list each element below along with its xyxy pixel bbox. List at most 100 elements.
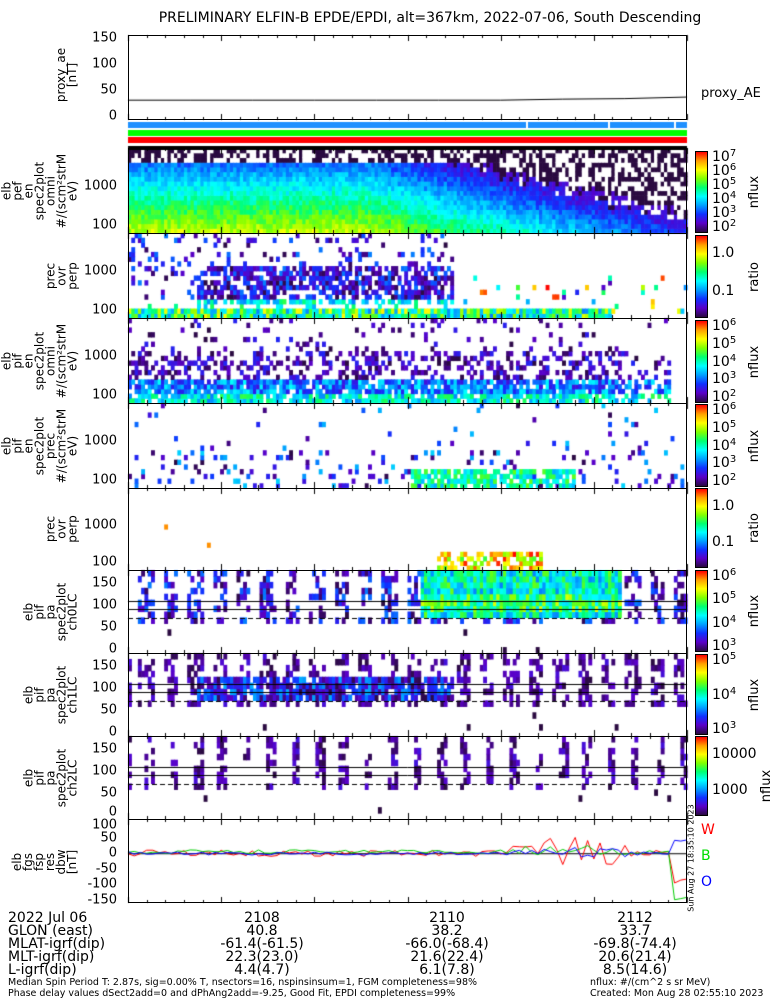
colorbar — [695, 654, 708, 735]
fgs-legend-B: B — [701, 848, 711, 864]
ytick-label: 0 — [108, 804, 117, 820]
colorbar-tick-exp: 4 — [729, 190, 737, 201]
ytick-label: 150 — [92, 741, 117, 757]
colorbar-unit-label: ratio — [747, 261, 762, 292]
ytick-label: 1000 — [83, 348, 117, 364]
spectrogram-panel — [128, 570, 687, 654]
colorbar-tick-exp: 3 — [729, 637, 737, 648]
ylabel-line: #/(scm²strMeV) — [54, 153, 79, 228]
colorbar-tick-base: 0.1 — [712, 283, 735, 300]
ytick-label: 0 — [108, 641, 117, 657]
colorbar-tick-exp: 4 — [729, 352, 737, 364]
proxy-ae-panel — [128, 35, 687, 120]
colorbar-unit-label: nflux — [747, 175, 762, 209]
colorbar-tick-base: 10 — [712, 591, 730, 608]
colorbar-tick-exp: 3 — [729, 454, 737, 466]
ephemeris-value: -66.0(-68.4) — [405, 936, 489, 952]
ephemeris-value: 40.8 — [246, 923, 278, 939]
ytick-label: 50 — [100, 785, 117, 801]
footer-units: nflux: #/(cm^2 s sr MeV) — [590, 977, 711, 988]
colorbar-tick-base: 10 — [712, 318, 730, 334]
colorbar-tick-base: 10000 — [712, 745, 757, 762]
colorbar-tick: 105 — [712, 652, 736, 668]
colorbar-tick-base: 10 — [712, 638, 730, 654]
ytick-label: 150 — [92, 575, 117, 591]
colorbar-tick-exp: 7 — [729, 148, 737, 159]
colorbar-tick: 105 — [712, 419, 736, 435]
ephemeris-value: 38.2 — [431, 923, 463, 939]
panel-ylabel: elb pif pa spec2plot ch2LC — [21, 748, 79, 806]
spectrogram-panel — [128, 318, 687, 404]
ytick-label: 1000 — [83, 178, 117, 194]
ylabel-line: perp — [65, 515, 79, 543]
colorbar — [695, 404, 708, 487]
ytick-label: 50 — [100, 82, 117, 98]
colorbar-tick: 1000 — [712, 783, 748, 797]
colorbar-tick: 106 — [712, 401, 737, 418]
ytick-label: 50 — [100, 702, 117, 718]
ephemeris-value: 8.5(14.6) — [602, 962, 668, 978]
ephemeris-value: 33.7 — [619, 923, 651, 939]
ephemeris-label: 2022 Jul 06 — [8, 910, 88, 926]
colorbar-tick-exp: 4 — [729, 436, 737, 448]
colorbar-tick-base: 1.0 — [712, 245, 735, 262]
colorbar-tick-base: 10 — [712, 205, 730, 221]
colorbar-tick: 106 — [712, 568, 736, 584]
footer-line2: Phase delay values dSect2add=0 and dPhAn… — [8, 988, 456, 999]
colorbar-tick: 104 — [712, 190, 737, 207]
ylabel-line: ch1LC — [65, 676, 79, 713]
ylabel-line: [nT] — [65, 62, 79, 88]
colorbar-tick-exp: 4 — [729, 685, 737, 697]
fgs-legend-W: W — [701, 822, 715, 838]
ephemeris-label: GLON (east) — [8, 923, 93, 939]
fgs-panel — [128, 819, 687, 903]
ytick-label: 100 — [92, 680, 117, 696]
ytick-label: 100 — [92, 302, 117, 318]
colorbar-tick-base: 10 — [712, 177, 730, 193]
colorbar-tick: 0.1 — [712, 283, 735, 300]
colorbar-tick-base: 10 — [712, 652, 730, 668]
colorbar-tick: 105 — [712, 591, 736, 608]
ephemeris-label: L-igrf(dip) — [8, 962, 77, 978]
colorbar-tick-exp: 2 — [729, 218, 737, 229]
ylabel-line: #/(scm²strMeV) — [54, 323, 79, 398]
panel-ylabel: elb pif en spec2plot prec #/(scm²strMeV) — [0, 406, 79, 486]
ytick-label: 100 — [92, 387, 117, 403]
ytick-label: 100 — [92, 56, 117, 72]
colorbar-tick: 103 — [712, 205, 736, 221]
colorbar-tick: 105 — [712, 335, 736, 351]
ytick-label: 50 — [100, 619, 117, 635]
colorbar-tick-exp: 6 — [729, 162, 737, 173]
footer-created: Created: Mon Aug 28 02:55:10 2023 — [590, 988, 764, 999]
colorbar-tick-base: 1.0 — [712, 497, 735, 514]
ephemeris-label: MLT-igrf(dip) — [8, 949, 95, 965]
colorbar-tick: 0.1 — [712, 535, 734, 549]
colorbar-tick: 103 — [712, 371, 736, 387]
fgs-legend-O: O — [701, 874, 713, 890]
colorbar — [695, 151, 708, 233]
ytick-label: -150 — [87, 892, 117, 908]
colorbar-tick-base: 10 — [712, 721, 730, 737]
panel-ylabel: elb pif pa spec2plot ch0LC — [21, 582, 79, 640]
colorbar-unit-label: nflux — [747, 345, 762, 378]
ylabel-line: ch2LC — [65, 759, 79, 796]
colorbar-tick: 103 — [712, 721, 736, 737]
panel-ylabel: prec ovr perp — [43, 515, 79, 543]
colorbar-tick: 104 — [712, 352, 737, 369]
colorbar-tick: 104 — [712, 685, 737, 702]
ytick-label: 100 — [92, 817, 117, 833]
colorbar-tick-exp: 2 — [729, 388, 737, 399]
ephemeris-value: -61.4(-61.5) — [220, 936, 304, 952]
panel-ylabel: elb pef en spec2plot omni #/(scm²strMeV) — [0, 151, 79, 231]
colorbar-tick-exp: 2 — [729, 472, 737, 483]
panel-ylabel: elb pif en spec2plot omni #/(scm²strMeV) — [0, 321, 79, 401]
ephemeris-value: 6.1(7.8) — [419, 962, 475, 978]
colorbar-unit-label: nflux — [747, 429, 762, 462]
colorbar-tick-exp: 6 — [729, 401, 737, 412]
spectrogram-panel — [128, 403, 687, 489]
colorbar-tick-exp: 5 — [729, 176, 737, 187]
colorbar-unit-label: nflux — [747, 594, 762, 628]
ytick-label: 0 — [108, 724, 117, 740]
